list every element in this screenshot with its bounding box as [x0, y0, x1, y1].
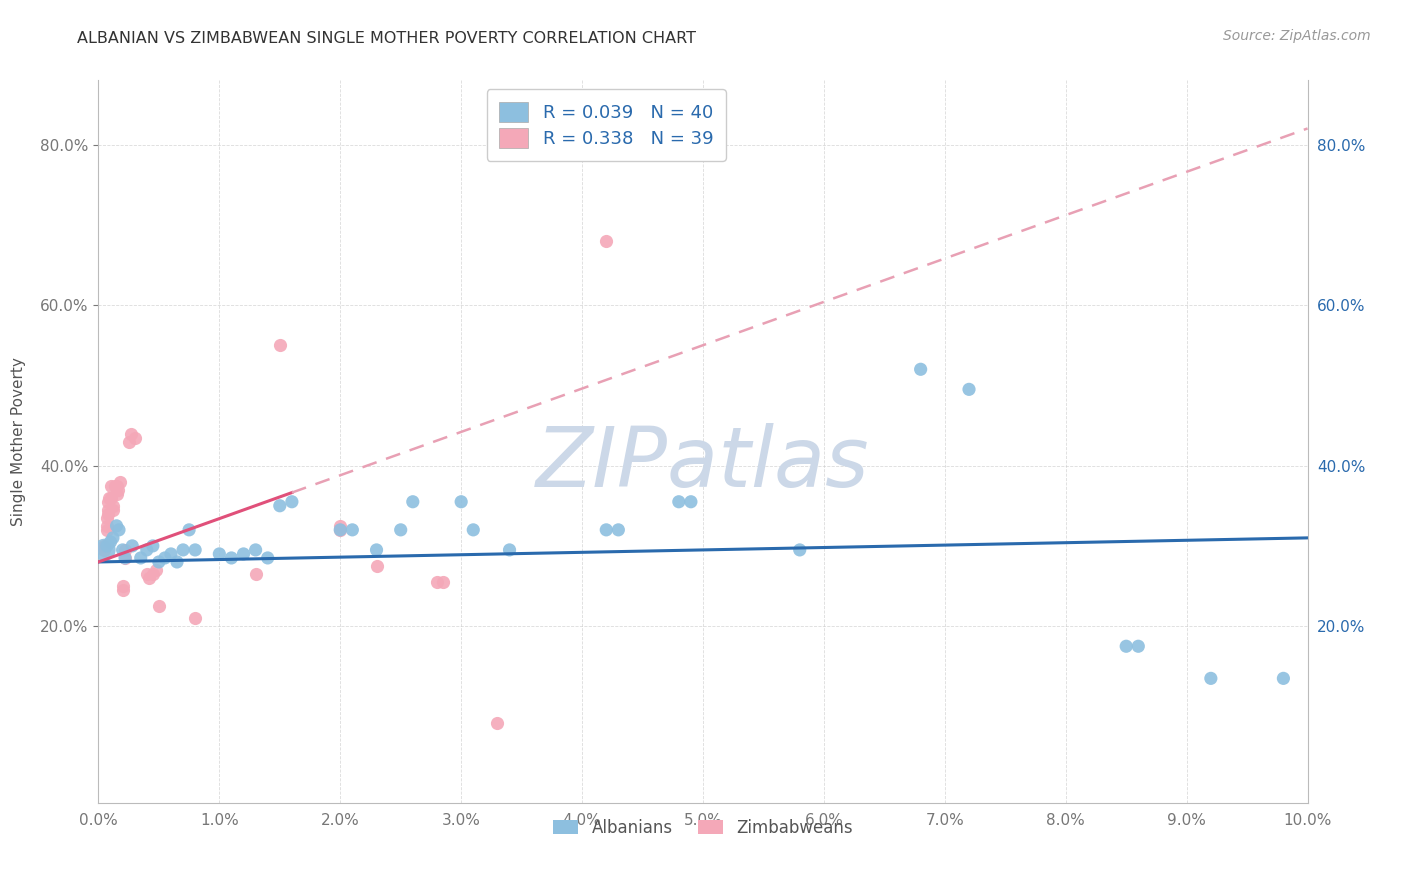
Point — [120, 426, 142, 441]
Point — [179, 523, 201, 537]
Point — [148, 555, 170, 569]
Point — [595, 523, 617, 537]
Point — [97, 502, 120, 516]
Point — [114, 551, 136, 566]
Y-axis label: Single Mother Poverty: Single Mother Poverty — [11, 357, 27, 526]
Point — [1115, 639, 1137, 653]
Point — [111, 579, 134, 593]
Point — [172, 542, 194, 557]
Point — [463, 523, 485, 537]
Point — [114, 551, 136, 566]
Point — [221, 551, 243, 566]
Point — [1199, 671, 1222, 685]
Point — [96, 523, 118, 537]
Point — [93, 542, 115, 557]
Point — [111, 542, 134, 557]
Point — [148, 599, 170, 614]
Point — [486, 715, 509, 730]
Point — [957, 382, 980, 396]
Point — [105, 478, 128, 492]
Point — [96, 510, 118, 524]
Point — [97, 507, 120, 521]
Point — [93, 542, 115, 557]
Point — [1128, 639, 1150, 653]
Point — [256, 551, 278, 566]
Point — [245, 542, 267, 557]
Point — [160, 547, 183, 561]
Point — [142, 539, 165, 553]
Point — [97, 494, 120, 508]
Text: ALBANIAN VS ZIMBABWEAN SINGLE MOTHER POVERTY CORRELATION CHART: ALBANIAN VS ZIMBABWEAN SINGLE MOTHER POV… — [77, 31, 696, 46]
Point — [124, 430, 146, 444]
Point — [111, 583, 134, 598]
Point — [108, 523, 131, 537]
Point — [145, 563, 167, 577]
Point — [426, 574, 449, 589]
Text: Source: ZipAtlas.com: Source: ZipAtlas.com — [1223, 29, 1371, 43]
Point — [668, 494, 690, 508]
Point — [329, 523, 352, 537]
Point — [789, 542, 811, 557]
Point — [389, 523, 412, 537]
Point — [100, 478, 122, 492]
Point — [245, 567, 267, 582]
Point — [607, 523, 630, 537]
Point — [135, 542, 157, 557]
Point — [101, 502, 124, 516]
Point — [402, 494, 425, 508]
Point — [269, 499, 291, 513]
Point — [366, 542, 388, 557]
Point — [96, 539, 118, 553]
Point — [100, 534, 122, 549]
Point — [114, 542, 136, 557]
Point — [138, 571, 160, 585]
Point — [166, 555, 188, 569]
Point — [329, 523, 352, 537]
Point — [910, 362, 932, 376]
Point — [595, 234, 617, 248]
Point — [96, 518, 118, 533]
Point — [342, 523, 364, 537]
Point — [208, 547, 231, 561]
Point — [105, 518, 128, 533]
Point — [93, 539, 115, 553]
Point — [281, 494, 304, 508]
Point — [104, 478, 127, 492]
Point — [100, 491, 122, 505]
Point — [108, 475, 131, 489]
Point — [118, 434, 141, 449]
Point — [232, 547, 254, 561]
Point — [184, 542, 207, 557]
Point — [98, 491, 121, 505]
Point — [129, 551, 152, 566]
Point — [450, 494, 472, 508]
Point — [142, 567, 165, 582]
Point — [121, 539, 143, 553]
Point — [329, 518, 352, 533]
Point — [107, 483, 129, 497]
Point — [366, 558, 388, 573]
Point — [1272, 671, 1295, 685]
Point — [101, 499, 124, 513]
Point — [105, 487, 128, 501]
Point — [269, 338, 291, 352]
Point — [101, 531, 124, 545]
Point — [135, 567, 157, 582]
Point — [153, 551, 176, 566]
Point — [679, 494, 702, 508]
Point — [498, 542, 520, 557]
Point — [432, 574, 454, 589]
Point — [184, 611, 207, 625]
Text: ZIPatlas: ZIPatlas — [536, 423, 870, 504]
Legend: Albanians, Zimbabweans: Albanians, Zimbabweans — [546, 810, 860, 845]
